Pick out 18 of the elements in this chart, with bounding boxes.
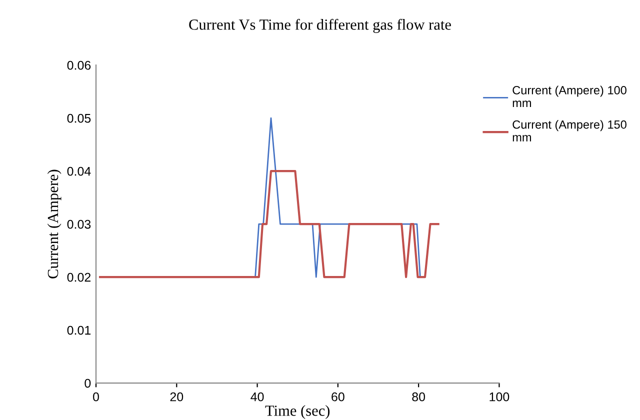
x-tick-label: 40: [250, 392, 264, 402]
x-tick-label: 20: [170, 392, 184, 402]
x-tick-label: 0: [93, 392, 99, 402]
x-tick-label: 60: [332, 392, 344, 402]
legend-label: Current (Ampere) 100 mm: [512, 86, 626, 107]
legend-label: Current (Ampere) 150 mm: [512, 120, 626, 142]
y-tick-label: 0.05: [67, 114, 91, 123]
y-tick-label: 0.02: [67, 272, 91, 282]
x-axis-title: Time (sec): [265, 405, 330, 419]
x-tick-label: 80: [412, 392, 426, 402]
y-tick-label: 0.04: [67, 166, 91, 176]
y-tick-label: 0.06: [67, 60, 91, 70]
chart-title: Current Vs Time for different gas flow rate: [189, 18, 451, 33]
x-tick-label: 100: [490, 392, 510, 402]
y-tick-label: 0.01: [67, 326, 91, 335]
y-tick-label: 0: [84, 378, 91, 388]
y-tick-label: 0.03: [67, 220, 91, 229]
y-axis-title: Current (Ampere): [47, 170, 62, 278]
